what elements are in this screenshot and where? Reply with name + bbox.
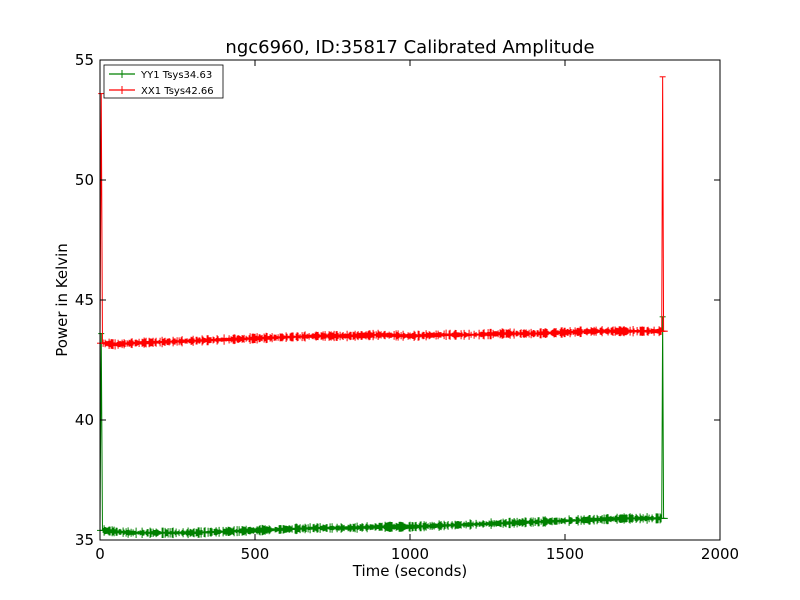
x-axis-label: Time (seconds) [352,562,468,580]
x-tick-label: 1500 [546,545,584,563]
x-tick-label: 1000 [391,545,429,563]
ticks-layer: 0 500 1000 1500 2000 35 40 45 50 55 [75,51,739,563]
y-tick-label: 55 [75,51,94,69]
y-tick-label: 45 [75,291,94,309]
y-tick-label: 50 [75,171,94,189]
chart-title: ngc6960, ID:35817 Calibrated Amplitude [225,37,594,58]
y-tick-label: 35 [75,531,94,549]
legend-label-xx1: XX1 Tsys42.66 [141,86,214,97]
y-tick-label: 40 [75,411,94,429]
series-yy1 [97,316,668,539]
legend-box [103,64,224,99]
series-layer [97,76,668,539]
plot-area: 0 500 1000 1500 2000 35 40 45 50 55 [75,51,739,563]
x-tick-label: 500 [241,545,270,563]
series-xx1 [97,76,668,350]
legend: YY1 Tsys34.63 XX1 Tsys42.66 [103,64,224,99]
x-tick-label: 0 [95,545,105,563]
legend-label-yy1: YY1 Tsys34.63 [140,70,212,81]
y-axis-label: Power in Kelvin [53,243,71,357]
x-tick-label: 2000 [701,545,739,563]
